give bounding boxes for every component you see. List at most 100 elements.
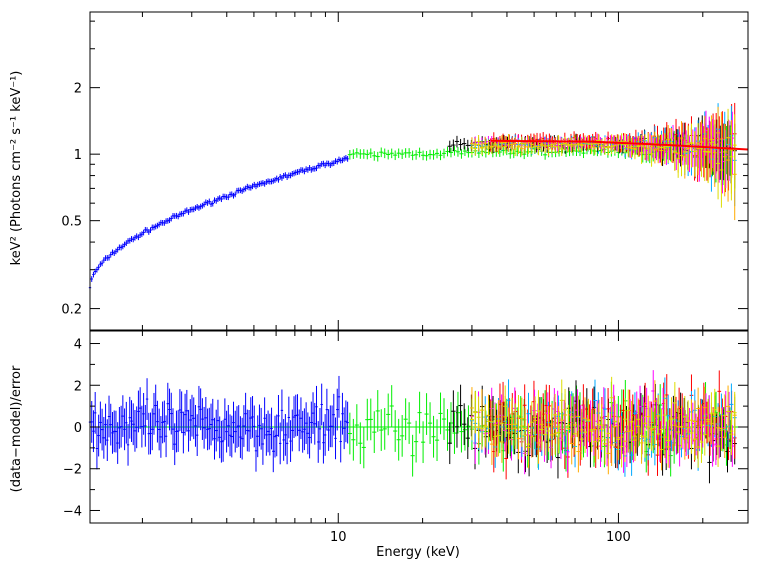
spectrum-point bbox=[666, 132, 671, 164]
spectrum-point bbox=[526, 140, 531, 154]
residual-point bbox=[536, 390, 541, 432]
residual-point bbox=[163, 400, 166, 443]
residual-point bbox=[95, 427, 99, 470]
residual-point bbox=[327, 409, 330, 451]
spectrum-point bbox=[149, 227, 152, 234]
residual-point bbox=[569, 396, 574, 438]
residual-point bbox=[400, 415, 405, 457]
residual-point bbox=[612, 395, 617, 438]
residual-point bbox=[506, 412, 511, 454]
residual-point bbox=[126, 423, 130, 466]
spectrum-point bbox=[95, 266, 99, 273]
spectrum-point bbox=[545, 138, 550, 150]
spectrum-point bbox=[301, 167, 304, 174]
residual-point bbox=[164, 415, 168, 458]
residual-point bbox=[272, 430, 275, 473]
bottom-axis-ticks bbox=[90, 331, 748, 523]
top-y-axis-label: keV² (Photons cm⁻² s⁻¹ keV⁻¹) bbox=[9, 71, 24, 266]
residual-point bbox=[253, 405, 256, 448]
residual-point bbox=[539, 410, 544, 453]
bottom-y-axis-label: (data−model)/error bbox=[9, 365, 24, 492]
residual-point bbox=[277, 395, 280, 437]
residual-point bbox=[213, 417, 216, 460]
spectrum-point bbox=[147, 229, 150, 235]
residual-point bbox=[330, 405, 334, 448]
spectrum-point bbox=[513, 142, 518, 157]
residual-point bbox=[533, 396, 538, 439]
residual-point bbox=[258, 404, 261, 447]
x-tick-label: 100 bbox=[606, 530, 631, 545]
residual-point bbox=[722, 394, 727, 437]
spectrum-point bbox=[234, 191, 237, 198]
spectrum-point bbox=[529, 140, 534, 155]
spectrum-point bbox=[722, 123, 727, 192]
spectrum-point bbox=[213, 197, 216, 204]
spectrum-point bbox=[152, 224, 156, 231]
spectrum-point bbox=[499, 136, 504, 150]
spectrum-point bbox=[128, 237, 131, 244]
residual-point bbox=[372, 411, 377, 454]
residual-point bbox=[227, 404, 230, 447]
spectrum-point bbox=[706, 128, 711, 184]
spectrum-point bbox=[318, 162, 322, 169]
spectrum-point bbox=[493, 137, 498, 151]
residual-point bbox=[573, 412, 578, 455]
residual-point bbox=[483, 405, 488, 448]
spectrum-point bbox=[539, 137, 544, 152]
residual-point bbox=[354, 404, 359, 446]
residual-point bbox=[192, 397, 195, 440]
spectrum-point bbox=[732, 114, 737, 191]
residual-point bbox=[679, 405, 684, 448]
spectrum-point bbox=[438, 150, 443, 161]
residual-point bbox=[686, 400, 691, 443]
residual-point bbox=[516, 394, 521, 437]
residual-point bbox=[156, 400, 159, 443]
spectrum-point bbox=[92, 271, 95, 278]
residual-point bbox=[247, 410, 251, 452]
spectrum-point bbox=[346, 155, 349, 162]
residual-point bbox=[447, 422, 452, 465]
residual-point bbox=[656, 413, 661, 455]
spectrum-point bbox=[280, 175, 284, 181]
residual-point bbox=[379, 409, 384, 451]
spectrum-point bbox=[629, 137, 634, 157]
residual-point bbox=[251, 396, 254, 438]
spectrum-point bbox=[576, 137, 581, 151]
spectrum-point bbox=[553, 140, 558, 154]
residual-point bbox=[452, 412, 457, 454]
spectrum-point bbox=[192, 206, 195, 213]
residual-point bbox=[483, 415, 488, 458]
y-tick-label: 0.5 bbox=[61, 215, 82, 230]
residual-point bbox=[549, 414, 554, 456]
spectrum-point bbox=[434, 148, 440, 159]
spectrum-point bbox=[239, 187, 242, 194]
spectrum-point bbox=[479, 141, 484, 155]
residual-point bbox=[458, 384, 463, 427]
residual-point bbox=[285, 422, 289, 465]
spectrum-point bbox=[403, 148, 408, 158]
spectrum-point bbox=[306, 166, 310, 173]
top-panel-frame bbox=[89, 11, 749, 331]
spectrum-point bbox=[347, 149, 352, 160]
spectrum-point bbox=[197, 205, 201, 211]
residual-point bbox=[666, 419, 671, 462]
residual-point bbox=[692, 418, 697, 461]
spectrum-point bbox=[503, 140, 508, 154]
spectrum-point bbox=[195, 203, 199, 210]
spectrum-point bbox=[113, 250, 116, 256]
spectrum-point bbox=[486, 141, 491, 156]
residual-point bbox=[135, 406, 138, 449]
residual-point bbox=[223, 398, 227, 441]
residual-point bbox=[189, 399, 192, 441]
residual-point bbox=[361, 426, 366, 469]
spectrum-point bbox=[719, 142, 724, 208]
spectrum-point bbox=[303, 168, 306, 175]
residual-point bbox=[539, 408, 544, 451]
residual-point bbox=[145, 378, 149, 420]
residual-point bbox=[434, 419, 440, 462]
residual-point bbox=[717, 370, 722, 413]
spectrum-point bbox=[208, 198, 211, 205]
residual-point bbox=[593, 426, 598, 468]
spectrum-point bbox=[358, 149, 363, 159]
spectrum-point bbox=[240, 188, 244, 194]
